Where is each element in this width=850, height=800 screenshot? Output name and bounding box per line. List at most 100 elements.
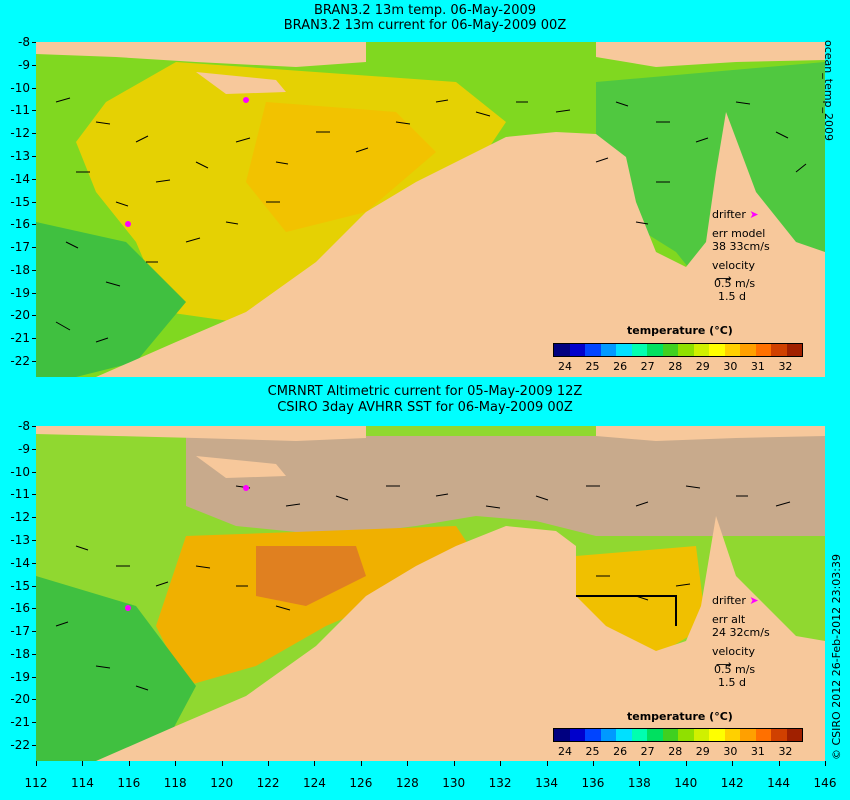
timor-land bbox=[196, 456, 286, 478]
colorbar-swatch bbox=[631, 729, 647, 741]
x-tick bbox=[314, 761, 316, 766]
y-tick-label: -16 bbox=[10, 217, 30, 232]
colorbar-tick-label: 28 bbox=[668, 360, 683, 373]
x-tick bbox=[592, 761, 594, 766]
y-tick bbox=[32, 562, 36, 564]
err-value: 38 33cm/s bbox=[712, 240, 770, 253]
colorbar-tick-label: 29 bbox=[695, 360, 710, 373]
warm-region-2 bbox=[256, 546, 366, 606]
drifter-label: drifter bbox=[712, 594, 746, 607]
colorbar-swatch bbox=[631, 344, 647, 356]
y-tick-label: -17 bbox=[10, 624, 30, 639]
current-vectors bbox=[55, 97, 807, 343]
y-tick-label: -9 bbox=[18, 57, 30, 72]
y-tick-label: -21 bbox=[10, 331, 30, 346]
x-tick-label: 130 bbox=[442, 776, 466, 790]
y-tick bbox=[32, 247, 36, 249]
y-tick bbox=[32, 517, 36, 519]
bottom-legend: drifter ➤ err alt 24 32cm/s velocity ⟶ 0… bbox=[712, 594, 770, 689]
bottom-title-1: CMRNRT Altimetric current for 05-May-200… bbox=[267, 384, 583, 399]
y-tick-label: -12 bbox=[10, 510, 30, 525]
speed-label: 0.5 m/s bbox=[714, 663, 756, 676]
x-tick bbox=[82, 761, 84, 766]
colorbar-swatch bbox=[585, 729, 601, 741]
y-tick bbox=[32, 426, 36, 427]
velocity-label: velocity bbox=[712, 259, 755, 272]
y-tick-label: -15 bbox=[10, 578, 30, 593]
x-tick bbox=[407, 761, 409, 766]
y-tick-label: -11 bbox=[10, 487, 30, 502]
err-line: err alt bbox=[712, 613, 746, 626]
y-tick-label: -19 bbox=[10, 285, 30, 300]
colorbar-tick-label: 30 bbox=[723, 360, 738, 373]
top-title-2: BRAN3.2 13m current for 06-May-2009 00Z bbox=[283, 18, 567, 33]
velocity-arrow-icon: ⟶ bbox=[716, 658, 732, 671]
x-tick-label: 146 bbox=[813, 776, 837, 790]
colorbar-swatch bbox=[709, 344, 725, 356]
top-legend: drifter ➤ err model 38 33cm/s velocity ⟶… bbox=[712, 208, 770, 303]
colorbar-tick-label: 24 bbox=[558, 360, 572, 373]
err-value: 24 32cm/s bbox=[712, 626, 770, 639]
colorbar-swatch bbox=[786, 344, 802, 356]
colorbar-swatch bbox=[755, 729, 771, 741]
y-tick bbox=[32, 585, 36, 587]
y-tick bbox=[32, 338, 36, 340]
top-map-panel bbox=[36, 42, 825, 377]
x-tick-label: 120 bbox=[210, 776, 234, 790]
colorbar-swatch bbox=[600, 729, 616, 741]
top-side-label: ocean_temp_2009 bbox=[822, 40, 835, 142]
y-tick bbox=[32, 155, 36, 157]
y-tick-label: -14 bbox=[10, 555, 30, 570]
colorbar-swatch bbox=[786, 729, 802, 741]
y-tick-label: -19 bbox=[10, 669, 30, 684]
top-colorbar bbox=[553, 343, 803, 357]
x-tick-label: 118 bbox=[163, 776, 187, 790]
colorbar-tick-label: 27 bbox=[640, 745, 655, 758]
y-tick-label: -20 bbox=[10, 692, 30, 707]
drifter-marker-2 bbox=[243, 97, 249, 103]
colorbar-tick-label: 32 bbox=[778, 360, 793, 373]
warm-region bbox=[156, 526, 476, 686]
indonesia-land bbox=[36, 426, 366, 441]
colorbar-swatch bbox=[600, 344, 616, 356]
x-tick-label: 116 bbox=[117, 776, 141, 790]
colorbar-tick-label: 25 bbox=[585, 745, 600, 758]
y-tick-label: -11 bbox=[10, 103, 30, 118]
drifter-marker-2 bbox=[243, 485, 249, 491]
y-tick bbox=[32, 110, 36, 112]
top-colorbar-title: temperature (°C) bbox=[627, 324, 733, 337]
indonesia-land bbox=[36, 42, 366, 67]
x-tick-label: 134 bbox=[535, 776, 558, 790]
cool-region bbox=[36, 222, 186, 377]
australia-land bbox=[96, 112, 825, 377]
y-tick-label: -18 bbox=[10, 262, 30, 277]
y-tick-label: -8 bbox=[18, 419, 30, 433]
y-tick-label: -20 bbox=[10, 308, 30, 323]
y-tick bbox=[32, 87, 36, 89]
colorbar-swatch bbox=[662, 344, 678, 356]
colorbar-swatch bbox=[740, 729, 756, 741]
y-tick bbox=[32, 315, 36, 317]
x-tick-label: 144 bbox=[767, 776, 791, 790]
y-tick-label: -21 bbox=[10, 715, 30, 730]
y-tick bbox=[32, 494, 36, 496]
x-tick-label: 128 bbox=[395, 776, 419, 790]
x-tick bbox=[453, 761, 455, 766]
y-tick-label: -22 bbox=[10, 354, 30, 369]
y-tick bbox=[32, 676, 36, 678]
y-tick-label: -10 bbox=[10, 464, 30, 479]
colorbar-tick-label: 26 bbox=[613, 360, 628, 373]
y-tick bbox=[32, 224, 36, 226]
y-tick bbox=[32, 64, 36, 66]
x-tick bbox=[546, 761, 548, 766]
x-tick bbox=[175, 761, 177, 766]
colorbar-swatch bbox=[771, 344, 787, 356]
colorbar-swatch bbox=[662, 729, 678, 741]
colorbar-swatch bbox=[740, 344, 756, 356]
y-tick bbox=[32, 292, 36, 294]
y-tick bbox=[32, 133, 36, 135]
y-tick-label: -8 bbox=[18, 35, 30, 49]
y-tick bbox=[32, 471, 36, 473]
y-tick-label: -14 bbox=[10, 171, 30, 186]
y-tick-label: -13 bbox=[10, 148, 30, 163]
